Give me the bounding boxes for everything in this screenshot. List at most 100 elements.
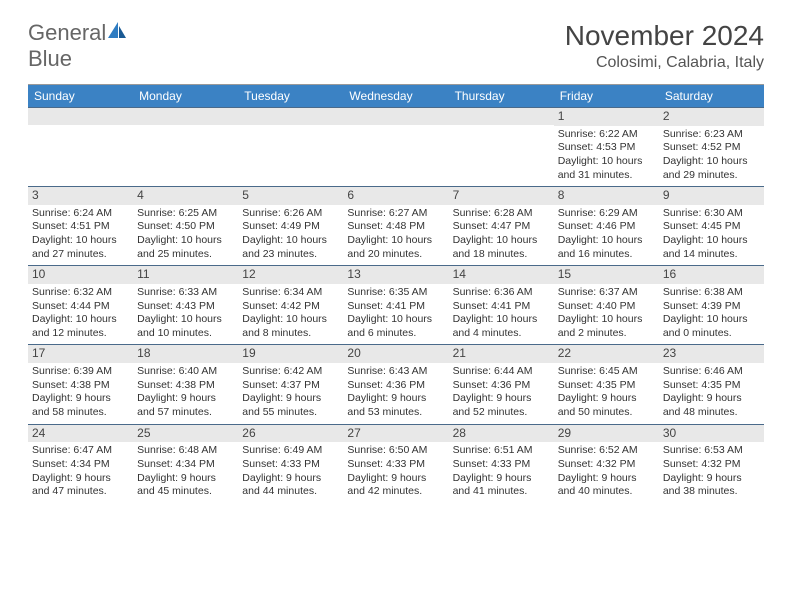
daylight-text: and 4 minutes. [453,327,550,341]
calendar-cell [28,108,133,186]
daylight-text: and 52 minutes. [453,406,550,420]
daylight-text: and 12 minutes. [32,327,129,341]
sunrise-text: Sunrise: 6:22 AM [558,128,655,142]
calendar-row: 10Sunrise: 6:32 AMSunset: 4:44 PMDayligh… [28,265,764,344]
day-number: 7 [449,187,554,205]
daylight-text: and 6 minutes. [347,327,444,341]
calendar-cell: 17Sunrise: 6:39 AMSunset: 4:38 PMDayligh… [28,345,133,423]
day-number: 26 [238,425,343,443]
sunset-text: Sunset: 4:39 PM [663,300,760,314]
sunset-text: Sunset: 4:45 PM [663,220,760,234]
sunrise-text: Sunrise: 6:52 AM [558,444,655,458]
calendar-cell: 26Sunrise: 6:49 AMSunset: 4:33 PMDayligh… [238,425,343,503]
day-number: 16 [659,266,764,284]
sunset-text: Sunset: 4:44 PM [32,300,129,314]
day-header: Wednesday [343,85,448,107]
sunset-text: Sunset: 4:34 PM [137,458,234,472]
daylight-text: and 18 minutes. [453,248,550,262]
calendar-cell: 16Sunrise: 6:38 AMSunset: 4:39 PMDayligh… [659,266,764,344]
daylight-text: and 20 minutes. [347,248,444,262]
day-number: 5 [238,187,343,205]
day-header: Saturday [659,85,764,107]
daylight-text: and 0 minutes. [663,327,760,341]
sunrise-text: Sunrise: 6:49 AM [242,444,339,458]
day-number: 15 [554,266,659,284]
calendar-row: 17Sunrise: 6:39 AMSunset: 4:38 PMDayligh… [28,344,764,423]
sunset-text: Sunset: 4:38 PM [32,379,129,393]
daylight-text: Daylight: 10 hours [453,234,550,248]
calendar-body: 1Sunrise: 6:22 AMSunset: 4:53 PMDaylight… [28,107,764,503]
sunrise-text: Sunrise: 6:34 AM [242,286,339,300]
day-number: 11 [133,266,238,284]
daylight-text: and 25 minutes. [137,248,234,262]
calendar-row: 24Sunrise: 6:47 AMSunset: 4:34 PMDayligh… [28,424,764,503]
calendar-cell: 10Sunrise: 6:32 AMSunset: 4:44 PMDayligh… [28,266,133,344]
day-number [28,108,133,125]
sunset-text: Sunset: 4:49 PM [242,220,339,234]
day-number: 19 [238,345,343,363]
title-block: November 2024 Colosimi, Calabria, Italy [565,20,764,72]
calendar-cell: 5Sunrise: 6:26 AMSunset: 4:49 PMDaylight… [238,187,343,265]
daylight-text: Daylight: 10 hours [663,313,760,327]
daylight-text: and 45 minutes. [137,485,234,499]
daylight-text: Daylight: 10 hours [453,313,550,327]
day-number [343,108,448,125]
calendar-cell [449,108,554,186]
logo-word1: General [28,20,106,45]
day-number: 20 [343,345,448,363]
sunrise-text: Sunrise: 6:35 AM [347,286,444,300]
calendar-cell: 8Sunrise: 6:29 AMSunset: 4:46 PMDaylight… [554,187,659,265]
logo: General Blue [28,20,128,72]
calendar-cell: 13Sunrise: 6:35 AMSunset: 4:41 PMDayligh… [343,266,448,344]
daylight-text: Daylight: 10 hours [558,155,655,169]
calendar-cell: 28Sunrise: 6:51 AMSunset: 4:33 PMDayligh… [449,425,554,503]
day-header: Sunday [28,85,133,107]
day-number: 14 [449,266,554,284]
daylight-text: Daylight: 10 hours [32,313,129,327]
daylight-text: and 41 minutes. [453,485,550,499]
calendar-row: 1Sunrise: 6:22 AMSunset: 4:53 PMDaylight… [28,107,764,186]
daylight-text: and 44 minutes. [242,485,339,499]
day-number: 22 [554,345,659,363]
sunrise-text: Sunrise: 6:45 AM [558,365,655,379]
day-number: 27 [343,425,448,443]
calendar-cell: 15Sunrise: 6:37 AMSunset: 4:40 PMDayligh… [554,266,659,344]
sunrise-text: Sunrise: 6:42 AM [242,365,339,379]
day-number [133,108,238,125]
daylight-text: and 38 minutes. [663,485,760,499]
sunrise-text: Sunrise: 6:28 AM [453,207,550,221]
daylight-text: and 10 minutes. [137,327,234,341]
day-number: 3 [28,187,133,205]
daylight-text: Daylight: 9 hours [663,392,760,406]
calendar-cell: 9Sunrise: 6:30 AMSunset: 4:45 PMDaylight… [659,187,764,265]
sail-icon [106,20,128,40]
calendar: Sunday Monday Tuesday Wednesday Thursday… [28,84,764,503]
daylight-text: Daylight: 10 hours [347,234,444,248]
sunrise-text: Sunrise: 6:37 AM [558,286,655,300]
day-number: 24 [28,425,133,443]
sunrise-text: Sunrise: 6:43 AM [347,365,444,379]
sunset-text: Sunset: 4:36 PM [453,379,550,393]
calendar-header-row: Sunday Monday Tuesday Wednesday Thursday… [28,85,764,107]
daylight-text: Daylight: 9 hours [32,472,129,486]
daylight-text: and 29 minutes. [663,169,760,183]
sunset-text: Sunset: 4:48 PM [347,220,444,234]
day-number: 29 [554,425,659,443]
sunrise-text: Sunrise: 6:40 AM [137,365,234,379]
daylight-text: and 42 minutes. [347,485,444,499]
daylight-text: Daylight: 9 hours [558,472,655,486]
daylight-text: Daylight: 10 hours [242,234,339,248]
sunset-text: Sunset: 4:33 PM [453,458,550,472]
calendar-cell: 22Sunrise: 6:45 AMSunset: 4:35 PMDayligh… [554,345,659,423]
day-number [449,108,554,125]
calendar-cell: 11Sunrise: 6:33 AMSunset: 4:43 PMDayligh… [133,266,238,344]
daylight-text: and 50 minutes. [558,406,655,420]
location-text: Colosimi, Calabria, Italy [565,54,764,72]
calendar-cell: 23Sunrise: 6:46 AMSunset: 4:35 PMDayligh… [659,345,764,423]
sunset-text: Sunset: 4:36 PM [347,379,444,393]
day-number: 18 [133,345,238,363]
daylight-text: and 16 minutes. [558,248,655,262]
daylight-text: Daylight: 9 hours [32,392,129,406]
sunrise-text: Sunrise: 6:53 AM [663,444,760,458]
day-number: 10 [28,266,133,284]
